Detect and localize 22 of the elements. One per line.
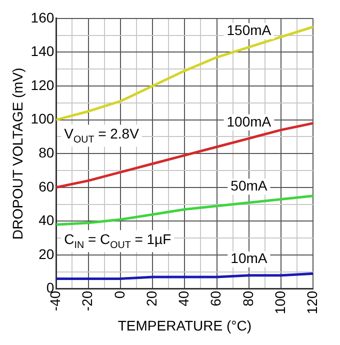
series-label: 50mA xyxy=(230,178,268,194)
y-tick-label: 140 xyxy=(30,43,54,60)
y-tick-label: 20 xyxy=(38,246,54,262)
y-tick-label: 80 xyxy=(38,144,54,160)
series-label: 150mA xyxy=(226,22,272,38)
y-tick-label: 40 xyxy=(38,212,54,228)
y-tick-label: 120 xyxy=(30,76,54,93)
x-tick-label: 120 xyxy=(304,290,320,314)
x-tick-label: 20 xyxy=(143,290,160,306)
x-tick-label: 40 xyxy=(176,290,192,306)
y-tick-label: 100 xyxy=(30,110,54,127)
y-axis-title: DROPOUT VOLTAGE (mV) xyxy=(9,68,26,240)
x-tick-label: 100 xyxy=(272,290,288,314)
x-tick-label: 60 xyxy=(208,290,224,306)
series-label: 100mA xyxy=(226,113,272,130)
x-tick-label: 80 xyxy=(240,290,256,306)
x-tick-label: -20 xyxy=(79,290,96,312)
x-axis-title: TEMPERATURE (°C) xyxy=(118,317,252,334)
y-tick-label: 160 xyxy=(30,9,54,26)
series-label: 10mA xyxy=(230,250,268,266)
x-tick-label: 0 xyxy=(111,290,128,299)
y-tick-label: 60 xyxy=(38,178,54,194)
